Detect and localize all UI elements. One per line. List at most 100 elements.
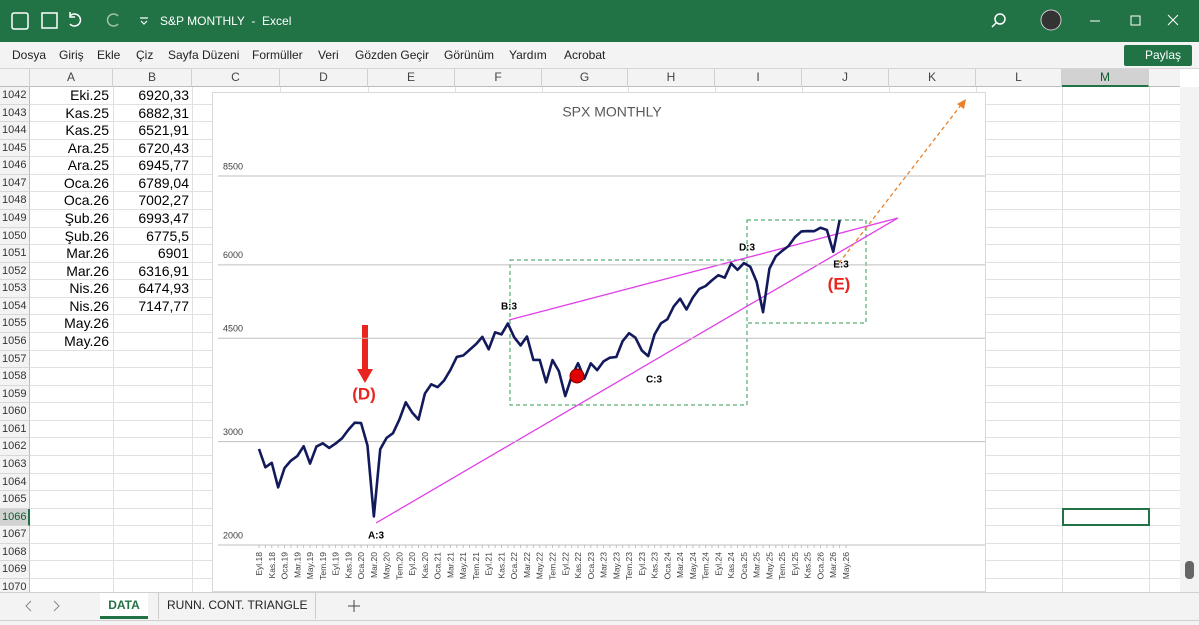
scroll-thumb[interactable] (1185, 561, 1194, 579)
column-header[interactable]: I (715, 69, 802, 87)
row-header[interactable]: 1066 (0, 508, 30, 527)
column-header[interactable]: F (455, 69, 542, 87)
menu-item[interactable]: Yardım (509, 48, 547, 62)
column-header[interactable]: K (889, 69, 976, 87)
row-header[interactable]: 1052 (0, 262, 30, 281)
column-header[interactable]: H (628, 69, 715, 87)
row-header[interactable]: 1057 (0, 350, 30, 369)
undo-icon[interactable] (69, 12, 82, 27)
row-header[interactable]: 1044 (0, 122, 30, 140)
row-header[interactable]: 1070 (0, 578, 30, 592)
cell[interactable]: 6901 (157, 245, 189, 262)
cell[interactable]: 6920,33 (138, 87, 189, 103)
corner[interactable] (0, 69, 30, 87)
row-header[interactable]: 1059 (0, 385, 30, 404)
row-header[interactable]: 1055 (0, 315, 30, 333)
cell[interactable]: 6945,77 (138, 157, 189, 174)
cell[interactable]: Eki.25 (70, 87, 109, 103)
row-header[interactable]: 1056 (0, 332, 30, 351)
cell[interactable]: Nis.26 (69, 280, 109, 297)
menu-item[interactable]: Formüller (252, 48, 303, 62)
add-sheet[interactable] (348, 600, 360, 612)
row-header[interactable]: 1049 (0, 209, 30, 228)
menu-item[interactable]: Dosya (12, 48, 47, 62)
cell[interactable]: Şub.26 (64, 227, 109, 244)
column-header[interactable]: C (192, 69, 280, 87)
cell[interactable]: Ara.25 (67, 157, 109, 174)
excel-icon[interactable] (11, 12, 29, 30)
row-header[interactable]: 1061 (0, 420, 30, 439)
cell[interactable]: Kas.25 (65, 122, 109, 139)
cell[interactable]: Oca.26 (63, 192, 109, 209)
chart-object[interactable]: SPX MONTHLY 2000 3000 4500 6000 8500 Eyl.18 Ka… (212, 92, 986, 592)
vertical-scrollbar[interactable] (1180, 87, 1199, 592)
row-header[interactable]: 1050 (0, 227, 30, 246)
row-header[interactable]: 1065 (0, 491, 30, 509)
cell[interactable]: Mar.26 (66, 245, 109, 262)
cell[interactable]: 6521,91 (138, 122, 189, 139)
column-header[interactable]: B (113, 69, 192, 87)
cell[interactable]: 6720,43 (138, 139, 189, 156)
sheet-tab[interactable]: DATA (100, 593, 148, 619)
row-header[interactable]: 1043 (0, 104, 30, 123)
row-header[interactable]: 1047 (0, 174, 30, 193)
row-header[interactable]: 1068 (0, 543, 30, 562)
cell[interactable]: 6775,5 (146, 227, 189, 244)
row-header[interactable]: 1046 (0, 157, 30, 175)
column-header[interactable]: G (542, 69, 628, 87)
cell[interactable]: 7147,77 (138, 297, 189, 314)
restore-icon[interactable] (1130, 15, 1141, 26)
row-header[interactable]: 1069 (0, 561, 30, 579)
close-icon[interactable] (1167, 14, 1179, 26)
row-header[interactable]: 1063 (0, 455, 30, 474)
cell[interactable]: May.26 (64, 315, 109, 332)
column-header[interactable]: J (802, 69, 889, 87)
account-avatar[interactable] (1040, 9, 1062, 31)
cell[interactable]: Nis.26 (69, 297, 109, 314)
prev-sheet[interactable] (25, 600, 32, 612)
column-header[interactable]: M (1062, 69, 1149, 87)
cell[interactable]: 6882,31 (138, 104, 189, 121)
cell[interactable]: Mar.26 (66, 262, 109, 279)
cell[interactable]: 7002,27 (138, 192, 189, 209)
cell[interactable]: May.26 (64, 332, 109, 349)
cell[interactable]: Şub.26 (64, 209, 109, 226)
cell[interactable]: 6993,47 (138, 209, 189, 226)
menu-item[interactable]: Ekle (97, 48, 121, 62)
menu-item[interactable]: Veri (318, 48, 339, 62)
cell[interactable]: Kas.25 (65, 104, 109, 121)
customize-icon[interactable] (140, 17, 148, 25)
row-header[interactable]: 1060 (0, 403, 30, 421)
column-header[interactable]: A (30, 69, 113, 87)
menu-item[interactable]: Gözden Geçir (355, 48, 430, 62)
next-sheet[interactable] (53, 600, 60, 612)
row-header[interactable]: 1062 (0, 438, 30, 456)
selected-cell[interactable] (1062, 507, 1150, 527)
row-header[interactable]: 1045 (0, 139, 30, 158)
cell[interactable]: 6789,04 (138, 174, 189, 191)
menu-item[interactable]: Sayfa Düzeni (168, 48, 240, 62)
row-header[interactable]: 1058 (0, 368, 30, 386)
row-header[interactable]: 1051 (0, 245, 30, 263)
column-header[interactable]: E (368, 69, 455, 87)
cell[interactable]: Ara.25 (67, 139, 109, 156)
row-header[interactable]: 1048 (0, 192, 30, 210)
menu-item[interactable]: Görünüm (444, 48, 495, 62)
menu-item[interactable]: Çiz (136, 48, 154, 62)
cell[interactable]: 6316,91 (138, 262, 189, 279)
sheet-tab[interactable]: RUNN. CONT. TRIANGLE (158, 593, 317, 619)
row-header[interactable]: 1067 (0, 526, 30, 544)
row-header[interactable]: 1054 (0, 297, 30, 316)
menu-item[interactable]: Acrobat (564, 48, 606, 62)
row-header[interactable]: 1053 (0, 280, 30, 298)
cell[interactable]: Oca.26 (63, 174, 109, 191)
row-header[interactable]: 1042 (0, 87, 30, 105)
save-icon[interactable] (41, 12, 58, 29)
column-header[interactable]: D (280, 69, 368, 87)
cell[interactable]: 6474,93 (138, 280, 189, 297)
row-header[interactable]: 1064 (0, 473, 30, 492)
menu-item[interactable]: Giriş (59, 48, 84, 62)
search-icon[interactable] (994, 13, 1006, 25)
share-button[interactable]: Paylaş (1124, 45, 1192, 66)
column-header[interactable]: L (976, 69, 1062, 87)
